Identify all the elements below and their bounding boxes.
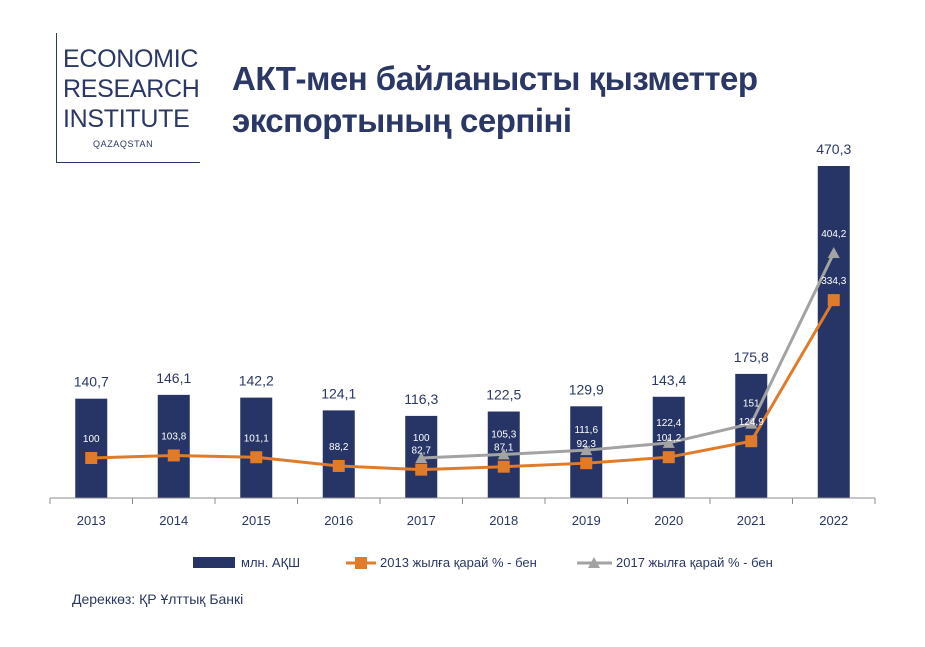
line-2013-label-2013: 100: [83, 434, 100, 445]
bar-value-label-2015: 142,2: [239, 373, 274, 389]
x-tick-label-2022: 2022: [819, 513, 848, 528]
marker-2013-2019: [580, 457, 593, 470]
bar-2022: [817, 166, 850, 498]
x-tick-label-2019: 2019: [572, 513, 601, 528]
line-2013-label-2021: 124,9: [739, 417, 764, 428]
marker-2017-2018: [497, 448, 510, 460]
marker-2013-2020: [662, 451, 675, 464]
x-tick-label-2016: 2016: [324, 513, 353, 528]
bar-2013: [75, 398, 108, 498]
series-line-2013: [91, 299, 836, 472]
bar-value-label-2016: 124,1: [321, 385, 356, 401]
marker-2013-2017: [415, 463, 428, 476]
line-2013-label-2018: 87,1: [494, 443, 514, 454]
marker-2013-2016: [332, 459, 345, 472]
line-2013-label-2016: 88,2: [329, 442, 349, 453]
logo-line-2: RESEARCH: [63, 75, 200, 103]
marker-2013-2014: [167, 449, 180, 462]
marker-2013-2018: [497, 460, 510, 473]
marker-2017-2022: [827, 247, 840, 258]
bar-value-label-2017: 116,3: [404, 391, 438, 407]
line-2017-label-2020: 122,4: [656, 418, 681, 429]
x-tick-label-2018: 2018: [489, 513, 518, 528]
x-tick-label-2013: 2013: [77, 513, 106, 528]
marker-2013-2013: [85, 452, 98, 464]
line-2017-label-2018: 105,3: [491, 429, 516, 440]
bar-value-label-2013: 140,7: [74, 374, 109, 390]
legend-bar-label: млн. АҚШ: [241, 555, 300, 570]
legend-2013-label: 2013 жылға қарай % - бен: [380, 555, 537, 570]
bar-value-label-2014: 146,1: [156, 370, 191, 386]
marker-2013-2022: [827, 294, 840, 307]
legend-2017-label: 2017 жылға қарай % - бен: [616, 555, 773, 570]
chart-title: АКТ-мен байланысты қызметтер экспортының…: [232, 58, 758, 142]
bar-value-label-2020: 143,4: [651, 372, 686, 388]
bar-value-label-2019: 129,9: [569, 381, 604, 397]
logo-line-4: QAZAQSTAN: [93, 139, 154, 149]
logo: ECONOMIC RESEARCH INSTITUTE QAZAQSTAN: [56, 33, 200, 163]
marker-2013-2021: [745, 435, 758, 448]
line-2017-label-2017: 100: [413, 433, 430, 444]
line-2017-label-2021: 151: [743, 399, 760, 410]
legend-2017-marker: [588, 557, 600, 568]
marker-2017-2020: [662, 436, 675, 448]
bar-value-label-2022: 470,3: [816, 141, 851, 157]
x-tick-label-2014: 2014: [159, 513, 188, 528]
bar-2014: [157, 394, 190, 498]
marker-2017-2019: [580, 444, 593, 456]
marker-2013-2015: [250, 451, 263, 464]
marker-2017-2021: [745, 417, 758, 429]
series-line-2017: [421, 252, 836, 460]
line-2013-label-2017: 82,7: [412, 446, 432, 457]
line-2013-label-2015: 101,1: [244, 433, 269, 444]
line-2013-label-2020: 101,2: [656, 433, 681, 444]
bar-2015: [240, 397, 273, 498]
legend-2013-marker: [355, 557, 367, 569]
line-2017-label-2019: 111,6: [574, 425, 598, 436]
x-tick-label-2020: 2020: [654, 513, 683, 528]
x-tick-label-2015: 2015: [242, 513, 271, 528]
x-tick-label-2017: 2017: [407, 513, 436, 528]
logo-line-1: ECONOMIC: [63, 45, 199, 73]
legend-bar-swatch: [193, 557, 235, 568]
chart-title-line-2: экспортының серпіні: [232, 102, 572, 139]
line-2017-label-2022: 404,2: [821, 229, 846, 240]
logo-line-3: INSTITUTE: [63, 105, 190, 133]
x-tick-label-2021: 2021: [737, 513, 766, 528]
bar-2016: [322, 410, 355, 498]
chart-title-line-1: АКТ-мен байланысты қызметтер: [232, 60, 758, 97]
bar-value-label-2021: 175,8: [734, 349, 769, 365]
marker-2017-2017: [415, 452, 428, 463]
line-2013-label-2022: 334,3: [821, 276, 846, 287]
source-note: Дереккөз: ҚР Ұлттық Банкі: [72, 591, 244, 607]
line-2013-label-2019: 92,3: [577, 439, 597, 450]
line-2013-label-2014: 103,8: [161, 431, 186, 442]
bar-value-label-2018: 122,5: [486, 387, 521, 403]
